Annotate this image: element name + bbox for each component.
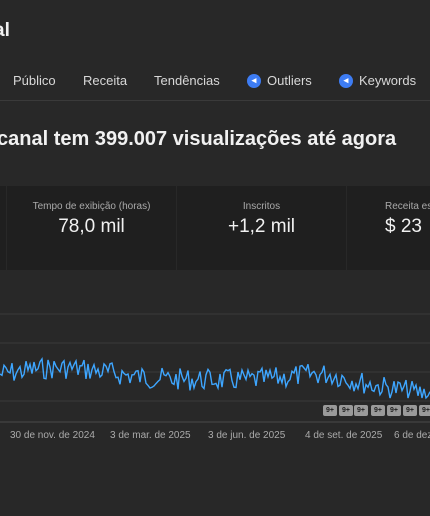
x-tick-label: 6 de dez. (394, 430, 430, 441)
video-marker[interactable]: 9+ (323, 405, 337, 416)
metric-value: +1,2 mil (227, 216, 296, 237)
views-line-chart[interactable] (0, 310, 430, 430)
tab-receita[interactable]: Receita (83, 73, 127, 88)
tab-label: Tendências (154, 73, 220, 88)
tab-tendencias[interactable]: Tendências (154, 73, 220, 88)
tab-label: Receita (83, 73, 128, 88)
top-bar: al (0, 0, 430, 62)
tab-label: Keywords (359, 73, 417, 88)
metric-card-views[interactable] (0, 186, 6, 270)
channel-summary-headline: canal tem 399.007 visualizações até agor… (0, 128, 397, 150)
views-series-line (0, 356, 430, 400)
x-tick-label: 3 de mar. de 2025 (110, 430, 191, 441)
video-marker[interactable]: 9+ (419, 405, 430, 416)
video-marker[interactable]: 9+ (354, 405, 368, 416)
tab-label: Outliers (267, 73, 312, 88)
extension-icon: ◂ (339, 73, 353, 88)
page-title: al (0, 20, 10, 41)
metric-card-watch-time[interactable]: Tempo de exibição (horas) 78,0 mil (7, 186, 176, 270)
video-marker[interactable]: 9+ (387, 405, 401, 416)
metric-value: $ 23 (385, 216, 422, 237)
metric-label: Inscritos (242, 201, 281, 212)
metric-cards: Tempo de exibição (horas) 78,0 mil Inscr… (0, 186, 430, 270)
video-marker[interactable]: 9+ (339, 405, 353, 416)
video-marker[interactable]: 9+ (403, 405, 417, 416)
tab-label: Público (13, 73, 56, 88)
extension-icon: ◂ (247, 73, 261, 88)
metric-label: Tempo de exibição (horas) (32, 201, 151, 212)
x-tick-label: 3 de jun. de 2025 (208, 430, 286, 441)
metric-card-revenue[interactable]: Receita es $ 23 (347, 186, 430, 270)
x-tick-label: 4 de set. de 2025 (305, 430, 383, 441)
tab-outliers[interactable]: ◂ Outliers (247, 73, 312, 88)
metric-card-subscribers[interactable]: Inscritos +1,2 mil (177, 186, 346, 270)
video-marker[interactable]: 9+ (371, 405, 385, 416)
tab-keywords[interactable]: ◂ Keywords (339, 73, 416, 88)
x-tick-label: 30 de nov. de 2024 (10, 430, 95, 441)
metric-label: Receita es (385, 201, 430, 212)
metric-value: 78,0 mil (58, 216, 125, 237)
tab-bar: Público Receita Tendências ◂ Outliers ◂ … (0, 62, 430, 101)
tab-publico[interactable]: Público (13, 73, 56, 88)
